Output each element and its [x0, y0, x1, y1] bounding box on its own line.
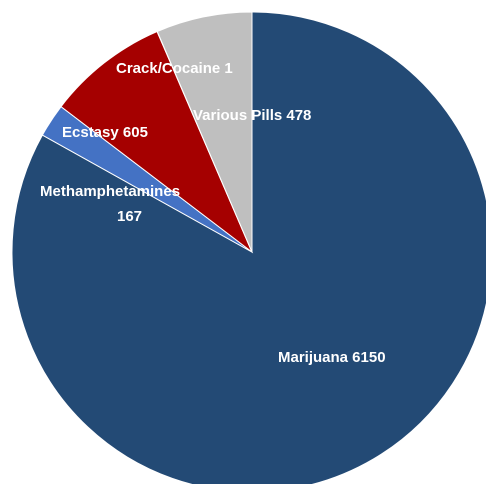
data-label-ecstasy: Ecstasy 605: [62, 124, 148, 141]
pie-slice-various-pills: [156, 11, 253, 253]
data-label-methamphetamines-value: 167: [117, 208, 142, 225]
pie-slice-marijuana: [11, 11, 486, 484]
data-label-marijuana: Marijuana 6150: [278, 349, 386, 366]
data-label-methamphetamines: Methamphetamines: [40, 183, 180, 200]
data-label-crack-cocaine: Crack/Cocaine 1: [116, 60, 233, 77]
pie-slices: [11, 11, 486, 484]
data-label-various-pills: Various Pills 478: [193, 107, 311, 124]
pie-slice-ecstasy: [60, 30, 254, 254]
